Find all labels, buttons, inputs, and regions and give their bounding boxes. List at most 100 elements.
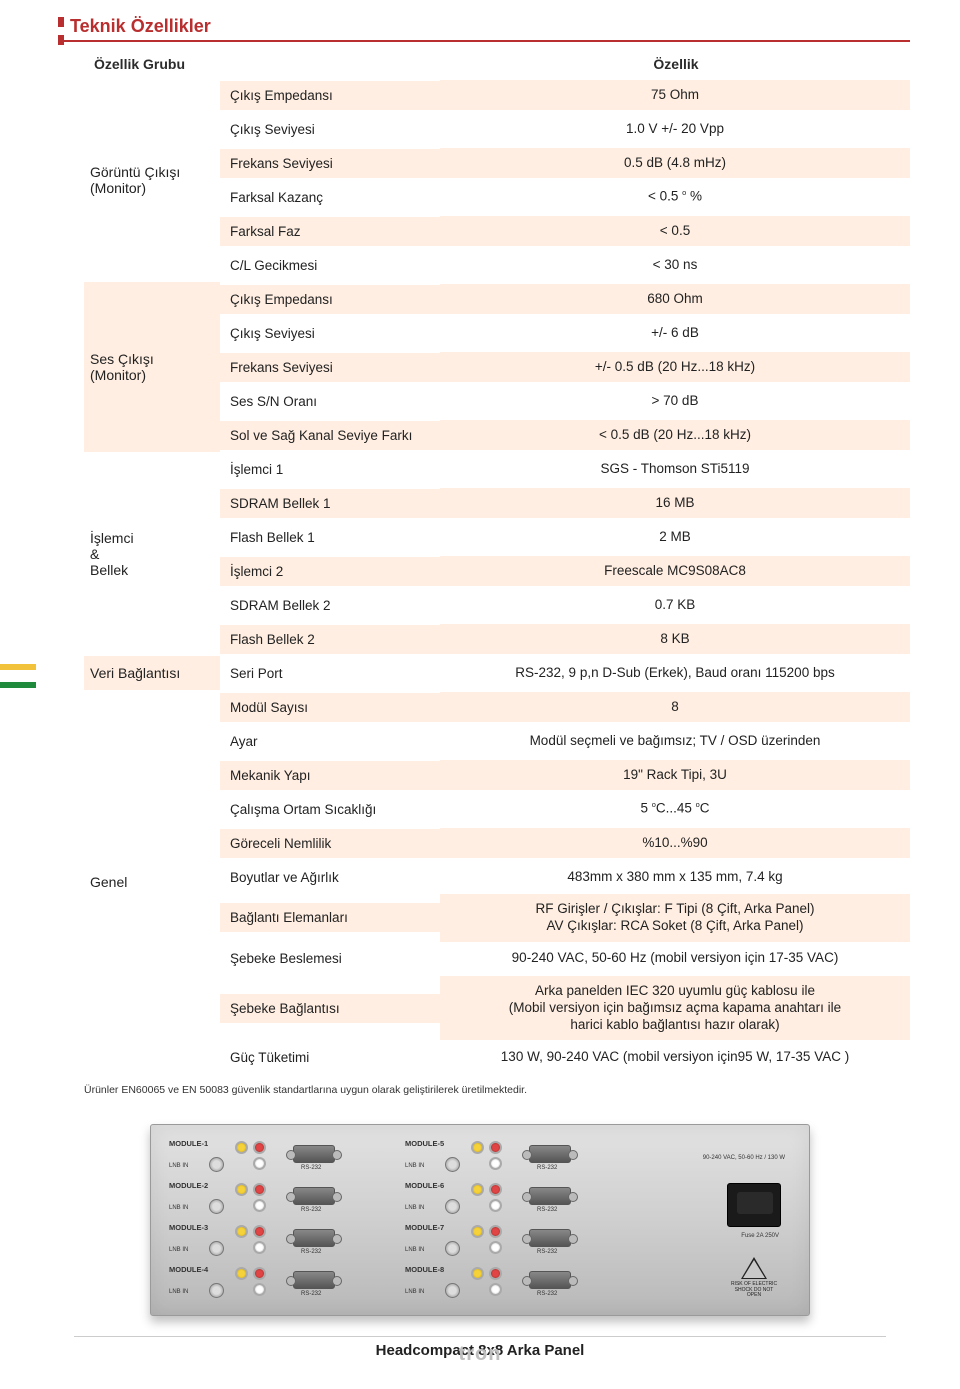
value-cell: 130 W, 90-240 VAC (mobil versiyon için95… (440, 1042, 910, 1073)
value-cell: < 0.5 dB (20 Hz...18 kHz) (440, 420, 910, 451)
value-cell: +/- 6 dB (440, 318, 910, 349)
table-row: Modül Sayısı8 (220, 690, 910, 724)
header-value: Özellik (440, 50, 910, 78)
attr-cell: Çalışma Ortam Sıcaklığı (220, 795, 440, 824)
attr-cell: SDRAM Bellek 1 (220, 489, 440, 518)
table-row: Farksal Faz< 0.5 (220, 214, 910, 248)
attr-cell: Sol ve Sağ Kanal Seviye Farkı (220, 421, 440, 450)
value-cell: SGS - Thomson STi5119 (440, 454, 910, 485)
table-row: AyarModül seçmeli ve bağımsız; TV / OSD … (220, 724, 910, 758)
group-name: İşlemci&Bellek (84, 452, 220, 656)
value-cell: > 70 dB (440, 386, 910, 417)
value-cell: %10...%90 (440, 828, 910, 859)
value-cell: Arka panelden IEC 320 uyumlu güç kablosu… (440, 976, 910, 1041)
attr-cell: İşlemci 1 (220, 455, 440, 484)
value-cell: 8 (440, 692, 910, 723)
attr-cell: Ayar (220, 727, 440, 756)
value-cell: < 30 ns (440, 250, 910, 281)
table-row: Farksal Kazanç< 0.5 o % (220, 180, 910, 214)
attr-cell: Seri Port (220, 659, 440, 688)
table-row: Bağlantı ElemanlarıRF Girişler / Çıkışla… (220, 894, 910, 942)
table-row: SDRAM Bellek 116 MB (220, 486, 910, 520)
value-cell: 90-240 VAC, 50-60 Hz (mobil versiyon içi… (440, 943, 910, 974)
value-cell: 0.5 dB (4.8 mHz) (440, 148, 910, 179)
group-name: Ses Çıkışı(Monitor) (84, 282, 220, 452)
value-cell: 0.7 KB (440, 590, 910, 621)
group-name: Görüntü Çıkışı(Monitor) (84, 78, 220, 282)
value-cell: 483mm x 380 mm x 135 mm, 7.4 kg (440, 862, 910, 893)
value-cell: 75 Ohm (440, 80, 910, 111)
value-cell: Freescale MC9S08AC8 (440, 556, 910, 587)
device-photo: MODULE-1LNB INRS-232MODULE-2LNB INRS-232… (150, 1124, 810, 1316)
value-cell: RS-232, 9 p,n D-Sub (Erkek), Baud oranı … (440, 658, 910, 689)
group-block: İşlemci&Bellekİşlemci 1SGS - Thomson STi… (84, 452, 910, 656)
attr-cell: Frekans Seviyesi (220, 353, 440, 382)
table-row: Flash Bellek 28 KB (220, 622, 910, 656)
page-number-tab: 6 (0, 664, 36, 688)
value-cell: 2 MB (440, 522, 910, 553)
attr-cell: Boyutlar ve Ağırlık (220, 863, 440, 892)
value-cell: +/- 0.5 dB (20 Hz...18 kHz) (440, 352, 910, 383)
attr-cell: C/L Gecikmesi (220, 251, 440, 280)
value-cell: 5 oC...45 oC (440, 793, 910, 824)
value-cell: < 0.5 o % (440, 181, 910, 212)
table-row: Göreceli Nemlilik%10...%90 (220, 826, 910, 860)
attr-cell: Mekanik Yapı (220, 761, 440, 790)
value-cell: 8 KB (440, 624, 910, 655)
table-row: C/L Gecikmesi< 30 ns (220, 248, 910, 282)
attr-cell: Ses S/N Oranı (220, 387, 440, 416)
table-row: Frekans Seviyesi+/- 0.5 dB (20 Hz...18 k… (220, 350, 910, 384)
group-name: Veri Bağlantısı (84, 656, 220, 690)
attr-cell: İşlemci 2 (220, 557, 440, 586)
table-row: İşlemci 1SGS - Thomson STi5119 (220, 452, 910, 486)
value-cell: 680 Ohm (440, 284, 910, 315)
attr-cell: Farksal Kazanç (220, 183, 440, 212)
value-cell: RF Girişler / Çıkışlar: F Tipi (8 Çift, … (440, 894, 910, 942)
attr-cell: Flash Bellek 1 (220, 523, 440, 552)
table-row: Güç Tüketimi130 W, 90-240 VAC (mobil ver… (220, 1040, 910, 1074)
group-block: GenelModül Sayısı8AyarModül seçmeli ve b… (84, 690, 910, 1074)
page-footer: tron (0, 1336, 960, 1366)
table-row: Boyutlar ve Ağırlık483mm x 380 mm x 135 … (220, 860, 910, 894)
table-row: Çalışma Ortam Sıcaklığı5 oC...45 oC (220, 792, 910, 826)
attr-cell: Güç Tüketimi (220, 1043, 440, 1072)
attr-cell: Çıkış Seviyesi (220, 319, 440, 348)
page-number: 6 (0, 667, 36, 682)
section-title: Teknik Özellikler (70, 16, 211, 37)
attr-cell: SDRAM Bellek 2 (220, 591, 440, 620)
table-row: Çıkış Seviyesi1.0 V +/- 20 Vpp (220, 112, 910, 146)
footer-brand: tron (459, 1343, 502, 1365)
table-header: Özellik Grubu Özellik (84, 50, 910, 78)
table-row: Sol ve Sağ Kanal Seviye Farkı< 0.5 dB (2… (220, 418, 910, 452)
spec-table: Özellik Grubu Özellik Görüntü Çıkışı(Mon… (84, 50, 910, 1074)
standards-note: Ürünler EN60065 ve EN 50083 güvenlik sta… (84, 1084, 910, 1096)
attr-cell: Flash Bellek 2 (220, 625, 440, 654)
attr-cell: Şebeke Bağlantısı (220, 994, 440, 1023)
table-row: Mekanik Yapı19" Rack Tipi, 3U (220, 758, 910, 792)
attr-cell: Şebeke Beslemesi (220, 944, 440, 973)
table-row: SDRAM Bellek 20.7 KB (220, 588, 910, 622)
group-name: Genel (84, 690, 220, 1074)
value-cell: Modül seçmeli ve bağımsız; TV / OSD üzer… (440, 726, 910, 757)
section-title-bar: Teknik Özellikler (60, 20, 960, 42)
attr-cell: Modül Sayısı (220, 693, 440, 722)
table-row: Frekans Seviyesi0.5 dB (4.8 mHz) (220, 146, 910, 180)
table-row: Flash Bellek 12 MB (220, 520, 910, 554)
table-row: Çıkış Empedansı75 Ohm (220, 78, 910, 112)
table-row: Seri PortRS-232, 9 p,n D-Sub (Erkek), Ba… (220, 656, 910, 690)
attr-cell: Bağlantı Elemanları (220, 903, 440, 932)
table-row: Şebeke Beslemesi90-240 VAC, 50-60 Hz (mo… (220, 942, 910, 976)
table-row: Şebeke BağlantısıArka panelden IEC 320 u… (220, 976, 910, 1041)
value-cell: 1.0 V +/- 20 Vpp (440, 114, 910, 145)
attr-cell: Göreceli Nemlilik (220, 829, 440, 858)
table-row: Çıkış Empedansı680 Ohm (220, 282, 910, 316)
group-block: Ses Çıkışı(Monitor)Çıkış Empedansı680 Oh… (84, 282, 910, 452)
value-cell: 16 MB (440, 488, 910, 519)
table-row: Ses S/N Oranı> 70 dB (220, 384, 910, 418)
header-group: Özellik Grubu (84, 50, 220, 78)
value-cell: 19" Rack Tipi, 3U (440, 760, 910, 791)
attr-cell: Çıkış Empedansı (220, 81, 440, 110)
attr-cell: Çıkış Seviyesi (220, 115, 440, 144)
table-row: Çıkış Seviyesi+/- 6 dB (220, 316, 910, 350)
attr-cell: Frekans Seviyesi (220, 149, 440, 178)
